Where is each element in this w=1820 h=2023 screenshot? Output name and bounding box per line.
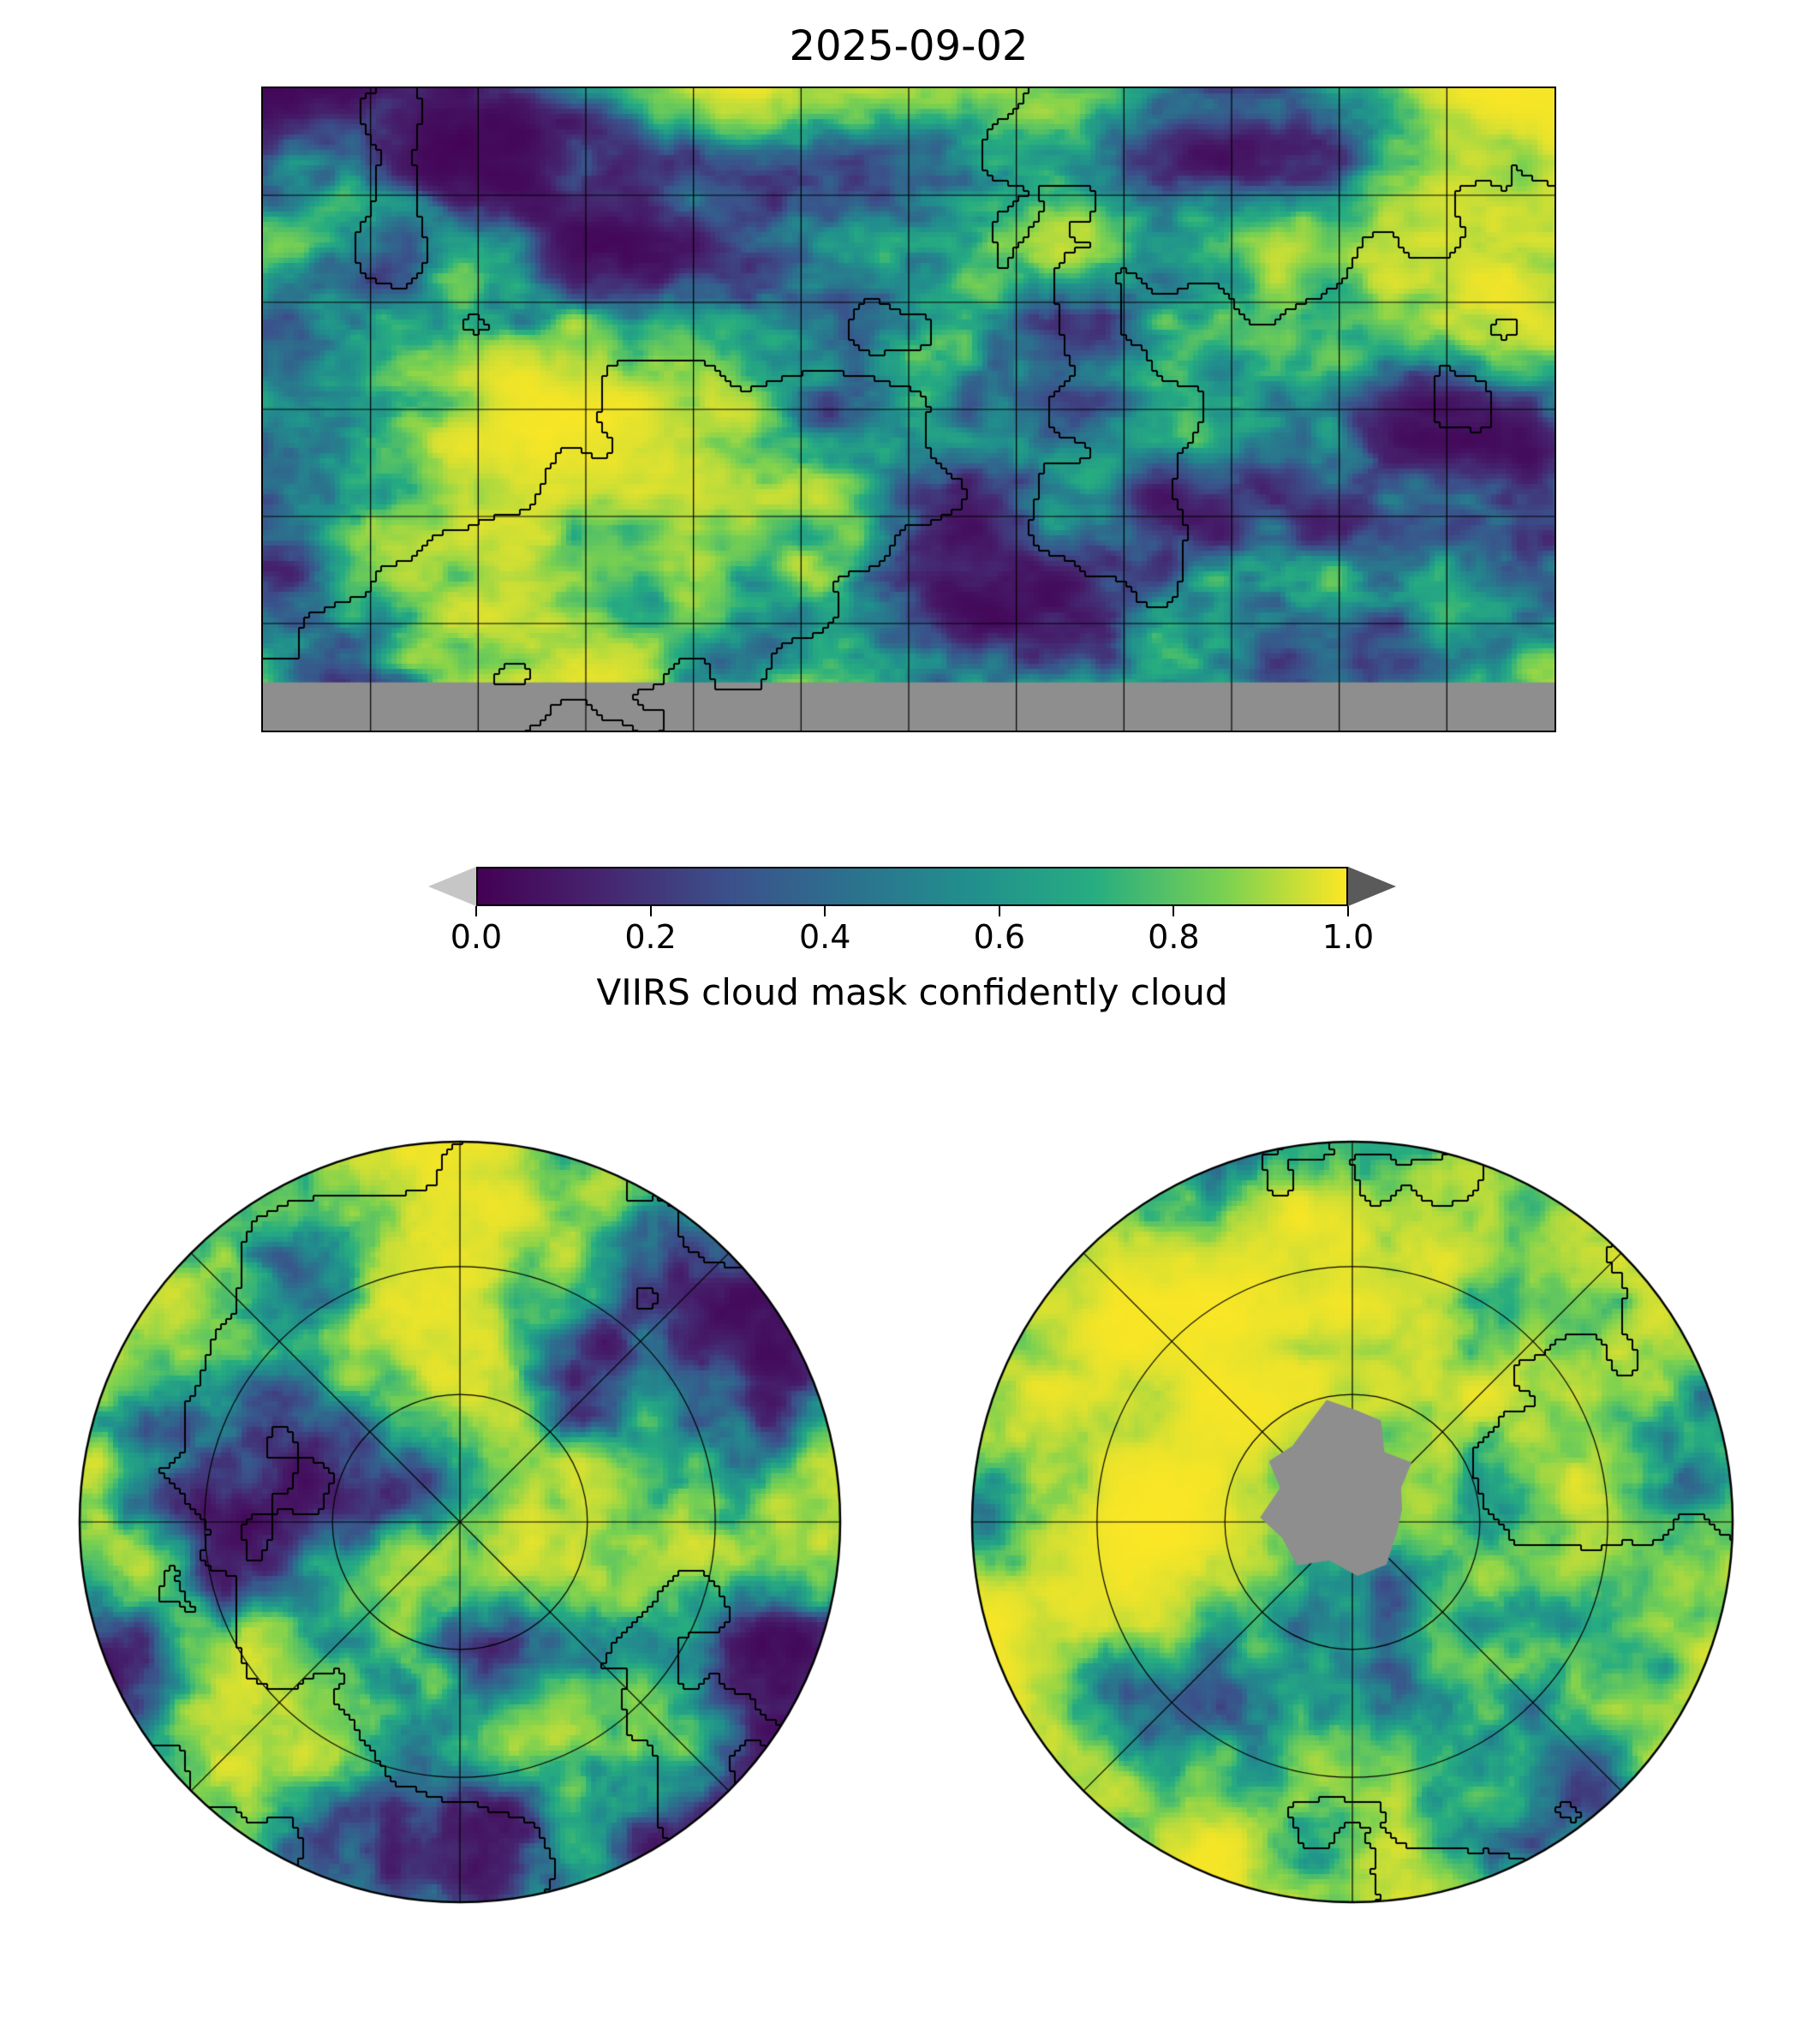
colorbar-tick-mark — [475, 906, 477, 916]
colorbar-gradient — [476, 867, 1348, 906]
world-map-panel — [261, 87, 1556, 732]
south-polar-panel — [970, 1139, 1735, 1905]
colorbar-tick-label: 0.6 — [973, 918, 1026, 956]
figure-title: 2025-09-02 — [789, 22, 1029, 70]
colorbar-tick-label: 0.4 — [798, 918, 851, 956]
colorbar-tick-mark — [998, 906, 1000, 916]
colorbar-tick-mark — [1173, 906, 1175, 916]
colorbar-tick-mark — [649, 906, 652, 916]
colorbar-label: VIIRS cloud mask confidently cloud — [596, 971, 1228, 1013]
colorbar — [428, 867, 1396, 906]
colorbar-tick-labels: 0.0 0.2 0.4 0.6 0.8 1.0 — [451, 918, 1374, 959]
colorbar-tick-label: 0.0 — [450, 918, 503, 956]
colorbar-under-arrow — [428, 867, 476, 906]
colorbar-tick-mark — [824, 906, 826, 916]
colorbar-tick-mark — [1347, 906, 1349, 916]
north-polar-panel — [77, 1139, 843, 1905]
colorbar-over-arrow — [1348, 867, 1396, 906]
colorbar-tick-label: 0.2 — [624, 918, 677, 956]
colorbar-tick-label: 0.8 — [1148, 918, 1200, 956]
colorbar-tick-label: 1.0 — [1322, 918, 1375, 956]
colorbar-ticks — [475, 906, 1349, 916]
